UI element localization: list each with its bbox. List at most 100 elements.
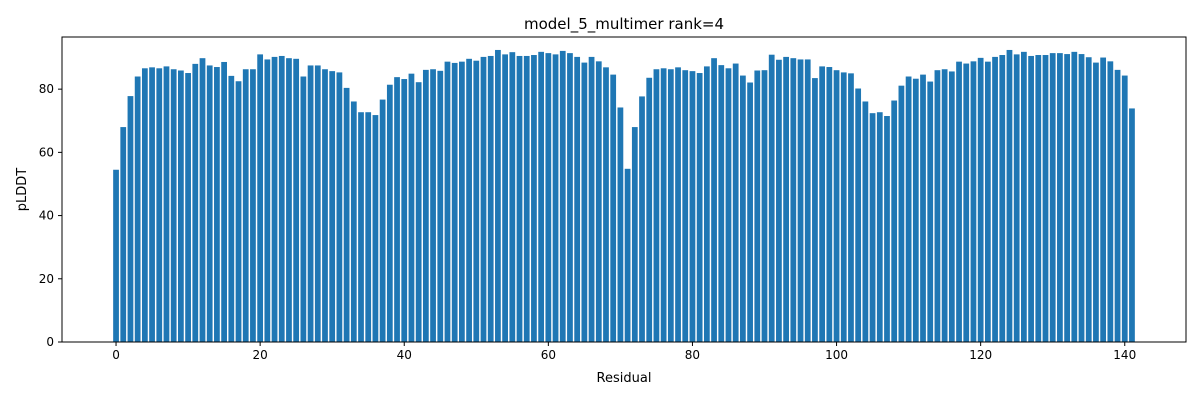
bar-residue-139 xyxy=(1114,69,1121,343)
bar-residue-119 xyxy=(970,61,977,343)
bar-residue-82 xyxy=(703,66,710,342)
bar-residue-87 xyxy=(740,75,746,342)
bar-residue-103 xyxy=(855,88,862,343)
bar-residue-0 xyxy=(113,169,119,342)
bar-residue-102 xyxy=(848,73,854,342)
bar-residue-97 xyxy=(812,78,818,342)
bar-residue-24 xyxy=(286,58,292,343)
bar-residue-6 xyxy=(156,68,163,342)
bar-residue-79 xyxy=(682,70,689,342)
bar-residue-91 xyxy=(768,54,775,342)
bar-residue-8 xyxy=(170,69,177,343)
bar-residue-109 xyxy=(898,85,905,343)
bar-residue-68 xyxy=(603,67,609,342)
bar-residue-61 xyxy=(552,54,559,342)
bar-residue-72 xyxy=(631,127,638,342)
bar-residue-16 xyxy=(228,75,235,342)
bar-residue-27 xyxy=(307,65,314,342)
bar-residue-2 xyxy=(127,96,134,342)
bar-residue-33 xyxy=(350,101,357,342)
x-tick-label: 20 xyxy=(253,348,268,362)
bar-residue-113 xyxy=(927,81,934,342)
bar-residue-1 xyxy=(120,127,127,342)
bar-residue-31 xyxy=(336,72,343,343)
bar-residue-137 xyxy=(1100,57,1107,342)
bar-residue-50 xyxy=(473,60,480,342)
bar-residue-127 xyxy=(1028,55,1034,343)
bar-residue-30 xyxy=(329,71,336,342)
bar-residue-56 xyxy=(516,55,523,343)
bar-residue-25 xyxy=(293,58,300,343)
bar-residue-111 xyxy=(912,78,919,342)
bar-residue-100 xyxy=(833,70,840,342)
bar-residue-92 xyxy=(776,59,782,342)
bar-residue-20 xyxy=(257,54,264,342)
bar-residue-4 xyxy=(141,68,148,342)
bar-residue-47 xyxy=(451,62,458,343)
bar-residue-52 xyxy=(487,55,494,343)
bar-residue-124 xyxy=(1006,49,1013,343)
bar-residue-116 xyxy=(948,71,955,342)
bar-residue-13 xyxy=(206,65,213,342)
bar-residue-140 xyxy=(1121,75,1128,342)
plot-frame xyxy=(61,36,1187,343)
y-tick-label: 0 xyxy=(46,335,54,349)
bar-residue-135 xyxy=(1085,57,1092,342)
bar-residue-129 xyxy=(1042,55,1049,343)
bar-residue-123 xyxy=(999,55,1006,343)
bar-residue-22 xyxy=(271,56,278,342)
bar-residue-83 xyxy=(711,58,717,343)
bar-residue-133 xyxy=(1071,51,1078,342)
bar-residue-43 xyxy=(422,69,429,343)
bar-residue-122 xyxy=(992,56,998,342)
x-tick-label: 140 xyxy=(1113,348,1136,362)
bar-residue-121 xyxy=(984,61,991,343)
bar-residue-69 xyxy=(610,74,617,343)
bar-residue-14 xyxy=(214,67,220,342)
bar-residue-32 xyxy=(343,87,350,342)
bar-residue-107 xyxy=(884,116,890,343)
y-tick-label: 80 xyxy=(39,82,54,96)
y-tick-label: 60 xyxy=(39,145,54,159)
bar-residue-78 xyxy=(675,67,681,342)
bar-residue-64 xyxy=(574,56,581,342)
bar-residue-110 xyxy=(905,76,912,342)
bar-residue-76 xyxy=(660,68,667,342)
y-tick-label: 40 xyxy=(39,209,54,223)
bar-residue-89 xyxy=(754,70,761,342)
bar-residue-17 xyxy=(235,81,242,342)
bar-residue-117 xyxy=(956,61,962,343)
x-tick-label: 100 xyxy=(825,348,848,362)
bar-residue-35 xyxy=(365,112,372,342)
bar-residue-67 xyxy=(595,61,602,343)
bar-residue-131 xyxy=(1057,53,1063,343)
bar-residue-39 xyxy=(394,77,400,342)
bar-residue-46 xyxy=(444,61,451,343)
bar-residue-15 xyxy=(221,61,227,342)
bar-residue-99 xyxy=(826,67,833,342)
bar-residue-60 xyxy=(545,53,552,343)
y-axis-ticks: 0 20 40 60 80 xyxy=(39,82,62,349)
bar-residue-81 xyxy=(696,73,703,342)
bar-residue-66 xyxy=(588,56,595,342)
bar-residue-42 xyxy=(415,82,422,342)
bar-residue-84 xyxy=(718,65,725,342)
bar-residue-114 xyxy=(934,70,941,342)
bar-residue-10 xyxy=(185,73,191,342)
bar-residue-28 xyxy=(314,65,321,342)
bar-residue-65 xyxy=(581,62,588,342)
bar-residue-134 xyxy=(1078,54,1085,342)
bar-residue-86 xyxy=(732,63,739,343)
bar-residue-29 xyxy=(322,69,328,343)
bar-residue-75 xyxy=(653,69,660,343)
bar-residue-9 xyxy=(178,70,184,342)
bar-residue-57 xyxy=(523,55,530,343)
bar-residue-18 xyxy=(242,69,249,343)
bar-residue-101 xyxy=(840,72,847,343)
bar-residue-85 xyxy=(725,68,732,342)
bar-residue-95 xyxy=(797,59,804,342)
bar-residue-96 xyxy=(804,59,811,342)
bar-residue-74 xyxy=(646,77,653,343)
bar-residue-130 xyxy=(1049,53,1056,343)
bar-residue-45 xyxy=(437,70,444,342)
